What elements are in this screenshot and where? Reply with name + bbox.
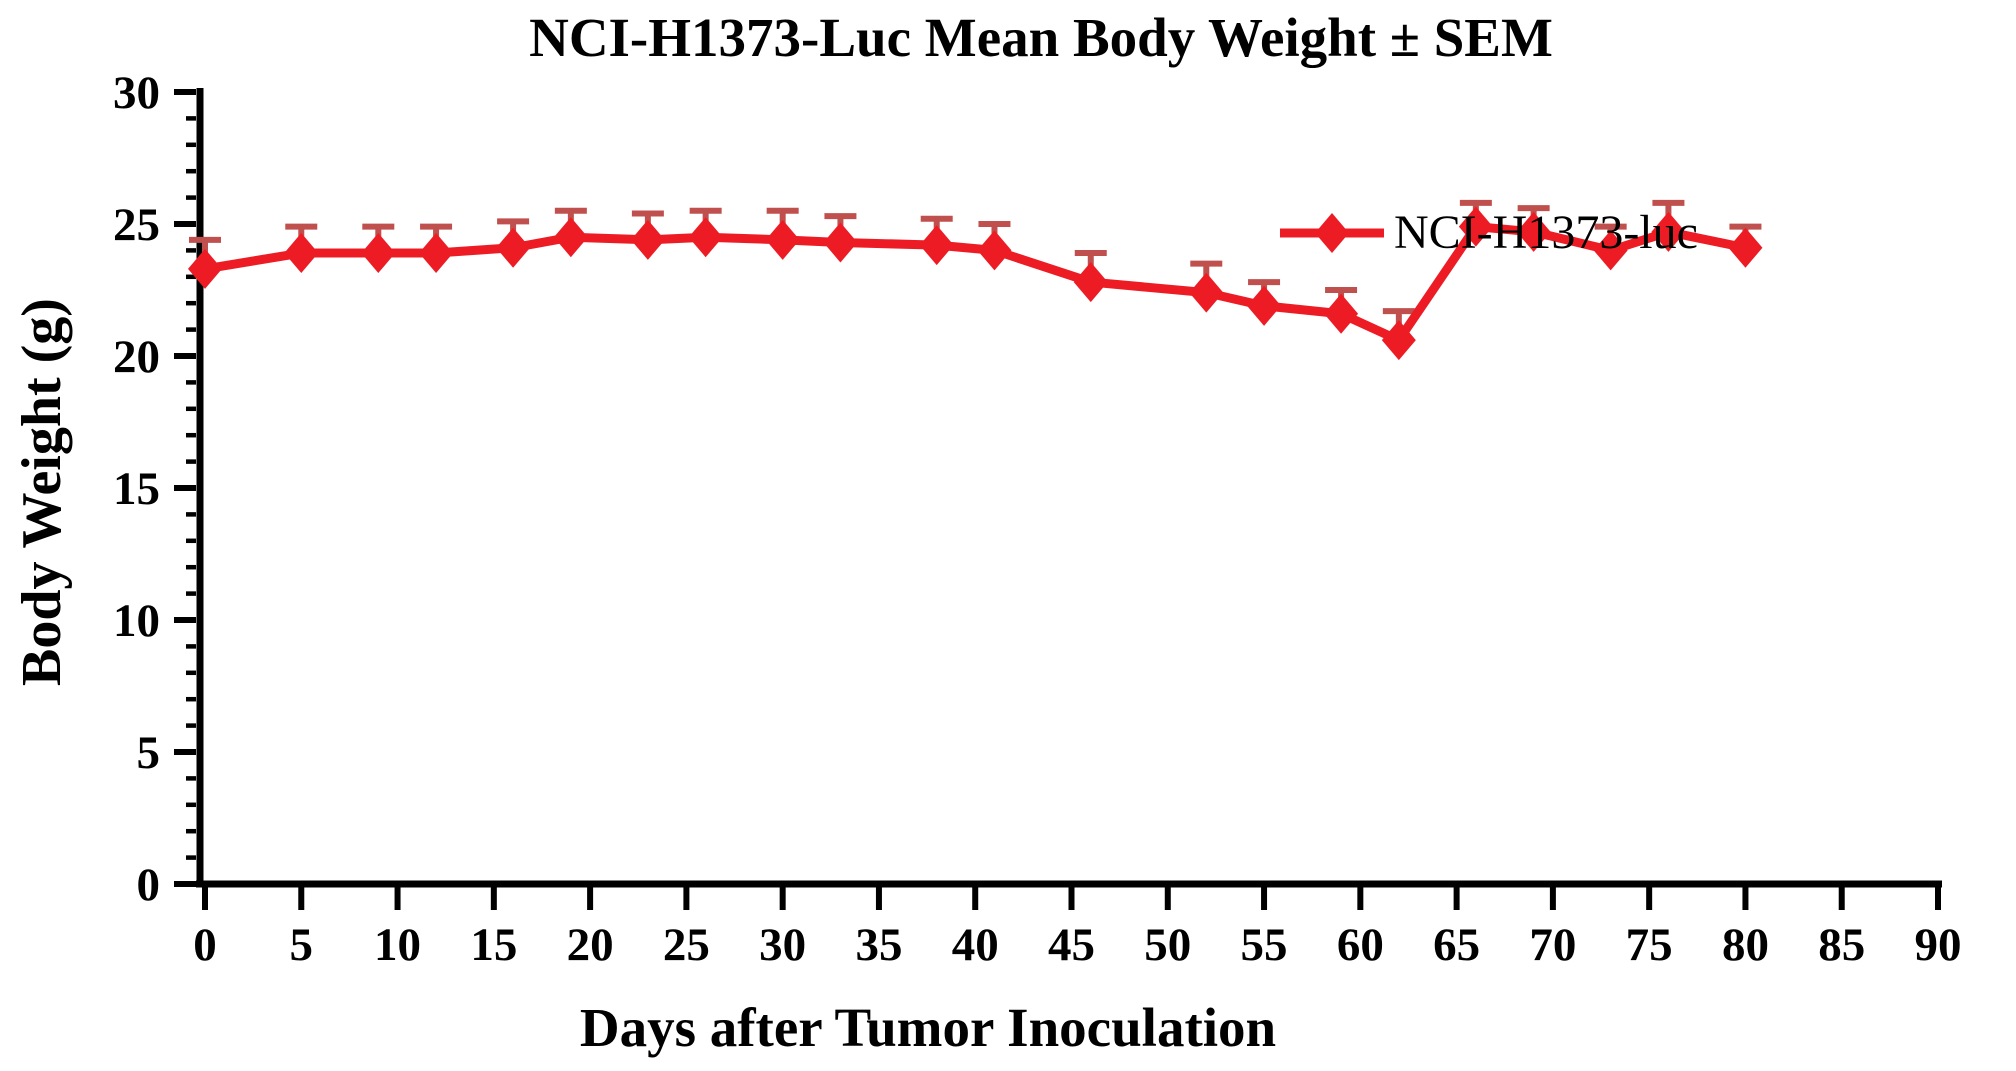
data-point-marker [1324,293,1359,334]
data-point-marker [1073,262,1108,303]
series-markers [188,206,1763,361]
data-point-marker [1381,320,1416,361]
svg-text:55: 55 [1241,919,1288,971]
svg-text:90: 90 [1915,919,1962,971]
svg-text:20: 20 [113,331,160,383]
data-point-marker [361,233,396,274]
data-point-marker [284,233,319,274]
data-point-marker [1728,227,1763,268]
svg-text:5: 5 [137,727,161,779]
data-point-marker [919,225,954,266]
data-point-marker [1593,230,1628,271]
svg-text:30: 30 [113,67,160,119]
svg-text:35: 35 [855,919,902,971]
svg-text:25: 25 [663,919,710,971]
svg-text:65: 65 [1433,919,1480,971]
data-point-marker [496,227,531,268]
svg-text:60: 60 [1337,919,1384,971]
data-point-marker [1651,211,1686,252]
data-point-marker [630,219,665,260]
chart-title: NCI-H1373-Luc Mean Body Weight ± SEM [529,7,1553,68]
data-point-marker [765,219,800,260]
svg-text:70: 70 [1529,919,1576,971]
svg-text:0: 0 [137,859,161,911]
svg-text:75: 75 [1626,919,1673,971]
svg-text:45: 45 [1048,919,1095,971]
data-point-marker [688,217,723,258]
data-point-marker [977,230,1012,271]
svg-text:50: 50 [1144,919,1191,971]
x-axis-ticks: 0 5 10 15 20 25 30 35 40 45 50 55 60 65 70 75 80 85 90 [193,887,1962,971]
data-point-marker [1458,206,1493,247]
data-point-marker [188,248,222,289]
svg-text:10: 10 [374,919,421,971]
svg-text:15: 15 [470,919,517,971]
legend-marker-icon [1280,213,1384,253]
x-axis-title: Days after Tumor Inoculation [579,997,1277,1058]
svg-text:80: 80 [1722,919,1769,971]
data-point-marker [1247,285,1282,326]
legend: NCI-H1373-luc [1278,207,1698,259]
y-axis-minor-ticks [186,116,196,860]
legend-label: NCI-H1373-luc [1394,206,1698,259]
svg-text:40: 40 [952,919,999,971]
data-point-marker [553,217,588,258]
svg-text:85: 85 [1818,919,1865,971]
svg-text:25: 25 [113,199,160,251]
svg-text:30: 30 [759,919,806,971]
svg-text:15: 15 [113,463,160,515]
svg-text:0: 0 [193,919,217,971]
data-point-marker [823,222,858,263]
svg-text:5: 5 [290,919,314,971]
series-line [200,222,1750,345]
axes [196,88,1942,888]
data-point-marker [1516,211,1551,252]
data-point-marker [419,233,454,274]
svg-text:10: 10 [113,595,160,647]
data-point-marker [1189,272,1224,313]
svg-text:20: 20 [567,919,614,971]
y-axis-ticks: 0 5 10 15 20 25 30 [113,67,196,911]
